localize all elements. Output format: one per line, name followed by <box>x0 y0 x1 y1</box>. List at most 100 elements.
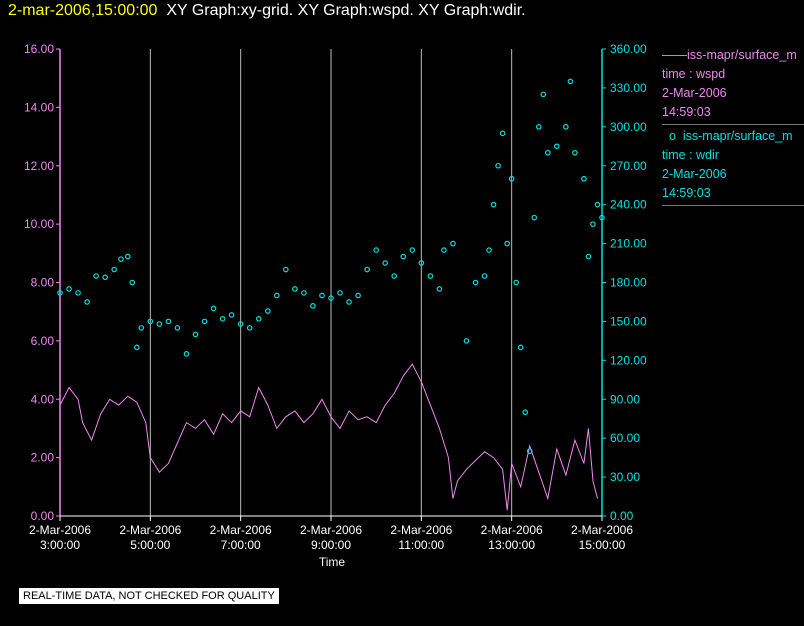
y-left-tick-label: 6.00 <box>31 334 55 348</box>
wdir-point <box>427 273 434 279</box>
legend-wdir: o iss-mapr/surface_m time : wdir 2-Mar-2… <box>662 127 804 206</box>
x-tick-date: 2-Mar-2006 <box>119 523 181 537</box>
wdir-point <box>237 321 244 327</box>
legend-wspd-time: 14:59:03 <box>662 105 711 119</box>
wdir-point <box>292 286 298 292</box>
legend-line-swatch: —— <box>662 48 687 62</box>
wdir-point <box>165 318 172 325</box>
wdir-point <box>111 266 118 273</box>
wdir-point <box>124 253 131 260</box>
wdir-point <box>572 149 578 156</box>
wdir-point <box>495 162 501 169</box>
wdir-point <box>563 124 569 130</box>
x-tick-date: 2-Mar-2006 <box>390 523 452 537</box>
wdir-point <box>513 279 519 286</box>
x-tick-time: 5:00:00 <box>130 538 170 552</box>
wdir-point <box>255 316 262 322</box>
legend: ——iss-mapr/surface_m time : wspd 2-Mar-2… <box>662 46 804 208</box>
wdir-point <box>400 253 407 260</box>
legend-wdir-date: 2-Mar-2006 <box>662 167 727 181</box>
wdir-point <box>517 344 524 351</box>
wdir-point <box>373 247 379 253</box>
wdir-point <box>84 299 90 305</box>
wdir-point <box>441 247 447 253</box>
x-tick-date: 2-Mar-2006 <box>481 523 543 537</box>
wdir-point <box>544 149 551 156</box>
wdir-point <box>504 240 510 247</box>
wdir-point <box>499 130 506 137</box>
wdir-point <box>463 338 470 344</box>
wdir-point <box>481 273 488 279</box>
wdir-point <box>273 292 280 299</box>
y-right-tick-label: 210.00 <box>610 237 647 251</box>
wspd-series-line <box>59 363 598 511</box>
wdir-point <box>228 312 235 318</box>
y-left-tick-label: 10.00 <box>24 217 54 231</box>
legend-wdir-name: iss-mapr/surface_m <box>682 129 793 143</box>
y-right-tick-label: 180.00 <box>610 276 647 290</box>
wdir-point <box>594 201 601 208</box>
wdir-point <box>66 286 72 292</box>
y-left-tick-label: 4.00 <box>31 392 55 406</box>
wdir-point <box>526 448 533 454</box>
wdir-point <box>118 256 124 262</box>
x-tick-time: 9:00:00 <box>311 538 351 552</box>
wdir-point <box>355 292 361 299</box>
wdir-point <box>567 78 574 85</box>
wdir-point <box>210 305 217 312</box>
quality-notice: REAL-TIME DATA, NOT CHECKED FOR QUALITY <box>19 588 279 604</box>
wdir-point <box>75 290 81 296</box>
wdir-point <box>599 214 605 221</box>
x-tick-date: 2-Mar-2006 <box>29 523 91 537</box>
wdir-point <box>192 331 199 338</box>
wdir-point <box>486 247 492 253</box>
wdir-point <box>531 214 538 221</box>
wdir-point <box>283 266 289 273</box>
legend-wspd-name: iss-mapr/surface_m <box>687 48 797 62</box>
header: 2-mar-2006,15:00:00 XY Graph:xy-grid. XY… <box>8 2 526 20</box>
y-right-tick-label: 330.00 <box>610 81 647 95</box>
x-tick-time: 7:00:00 <box>221 538 261 552</box>
wdir-point <box>535 124 542 130</box>
y-left-tick-label: 14.00 <box>24 100 54 114</box>
x-tick-time: 15:00:00 <box>579 538 626 552</box>
wdir-point <box>156 321 163 327</box>
header-timestamp: 2-mar-2006,15:00:00 <box>8 2 158 19</box>
y-right-tick-label: 300.00 <box>610 120 647 134</box>
wdir-point <box>581 175 587 182</box>
wdir-point <box>102 274 108 281</box>
x-axis-label: Time <box>319 555 346 569</box>
wdir-point <box>133 344 140 351</box>
wdir-point <box>590 221 596 227</box>
wdir-point <box>246 325 253 331</box>
y-right-tick-label: 150.00 <box>610 314 647 328</box>
wdir-point <box>219 316 226 322</box>
wdir-point <box>337 290 343 296</box>
wdir-point <box>129 279 136 286</box>
legend-marker-swatch: o <box>662 129 683 143</box>
legend-wspd: ——iss-mapr/surface_m time : wspd 2-Mar-2… <box>662 46 804 125</box>
x-tick-date: 2-Mar-2006 <box>210 523 272 537</box>
wdir-point <box>490 201 497 208</box>
y-left-tick-label: 2.00 <box>31 451 55 465</box>
wdir-point <box>319 292 325 299</box>
wdir-point <box>436 286 443 292</box>
y-right-tick-label: 360.00 <box>610 42 647 56</box>
y-right-tick-label: 90.00 <box>610 392 640 406</box>
wdir-point <box>147 318 154 325</box>
wdir-point <box>201 318 208 325</box>
x-tick-date: 2-Mar-2006 <box>571 523 633 537</box>
y-left-tick-label: 0.00 <box>31 509 55 523</box>
legend-wspd-time-label: time : wspd <box>662 67 726 81</box>
legend-wdir-time-label: time : wdir <box>662 148 719 162</box>
x-tick-time: 11:00:00 <box>398 538 444 552</box>
wdir-point <box>382 260 389 266</box>
header-titles: XY Graph:xy-grid. XY Graph:wspd. XY Grap… <box>166 2 526 19</box>
wdir-point <box>508 175 515 182</box>
wdir-point <box>310 303 316 309</box>
legend-wspd-date: 2-Mar-2006 <box>662 86 727 100</box>
y-right-tick-label: 60.00 <box>610 431 640 445</box>
wdir-point <box>409 247 416 253</box>
wdir-point <box>138 325 145 331</box>
